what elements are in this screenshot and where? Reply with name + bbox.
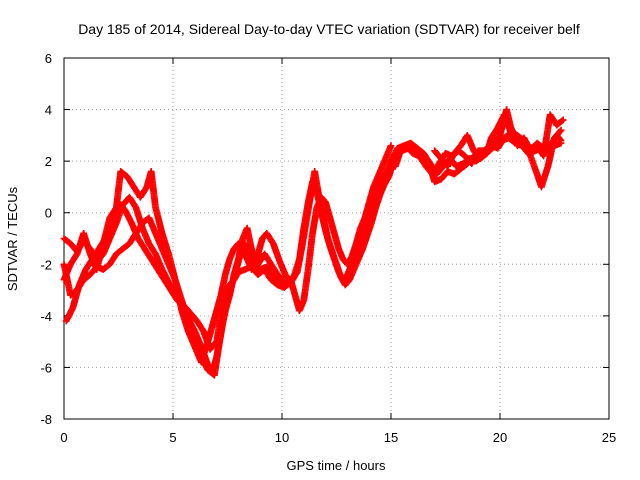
- y-tick-label: 2: [45, 154, 52, 169]
- data-points: [60, 106, 567, 379]
- data-point: [280, 278, 288, 286]
- axis-ticks: [63, 57, 610, 420]
- y-tick-label: -4: [40, 309, 52, 324]
- x-tick-label: 0: [60, 430, 67, 445]
- data-point: [559, 116, 567, 124]
- chart-title: Day 185 of 2014, Sidereal Day-to-day VTE…: [78, 21, 580, 37]
- x-tick-label: 25: [602, 430, 616, 445]
- x-tick-labels: 0 5 10 15 20 25: [60, 430, 616, 445]
- data-point: [556, 136, 564, 143]
- y-tick-labels: -8 -6 -4 -2 0 2 4 6: [40, 51, 52, 427]
- data-point: [557, 137, 565, 144]
- data-point: [556, 127, 564, 135]
- x-tick-label: 10: [275, 430, 289, 445]
- y-tick-label: -2: [40, 257, 52, 272]
- y-tick-label: 0: [45, 206, 52, 221]
- x-tick-label: 5: [169, 430, 176, 445]
- y-tick-label: 6: [45, 51, 52, 66]
- data-point: [387, 142, 395, 150]
- data-point: [557, 126, 565, 134]
- x-tick-label: 15: [384, 430, 398, 445]
- data-point: [558, 117, 566, 125]
- data-point: [279, 277, 287, 285]
- y-tick-label: -8: [40, 412, 52, 427]
- x-axis-label: GPS time / hours: [287, 458, 386, 473]
- y-tick-label: 4: [45, 103, 52, 118]
- y-tick-label: -6: [40, 360, 52, 375]
- y-axis-label: SDTVAR / TECUs: [5, 186, 20, 291]
- x-tick-label: 20: [493, 430, 507, 445]
